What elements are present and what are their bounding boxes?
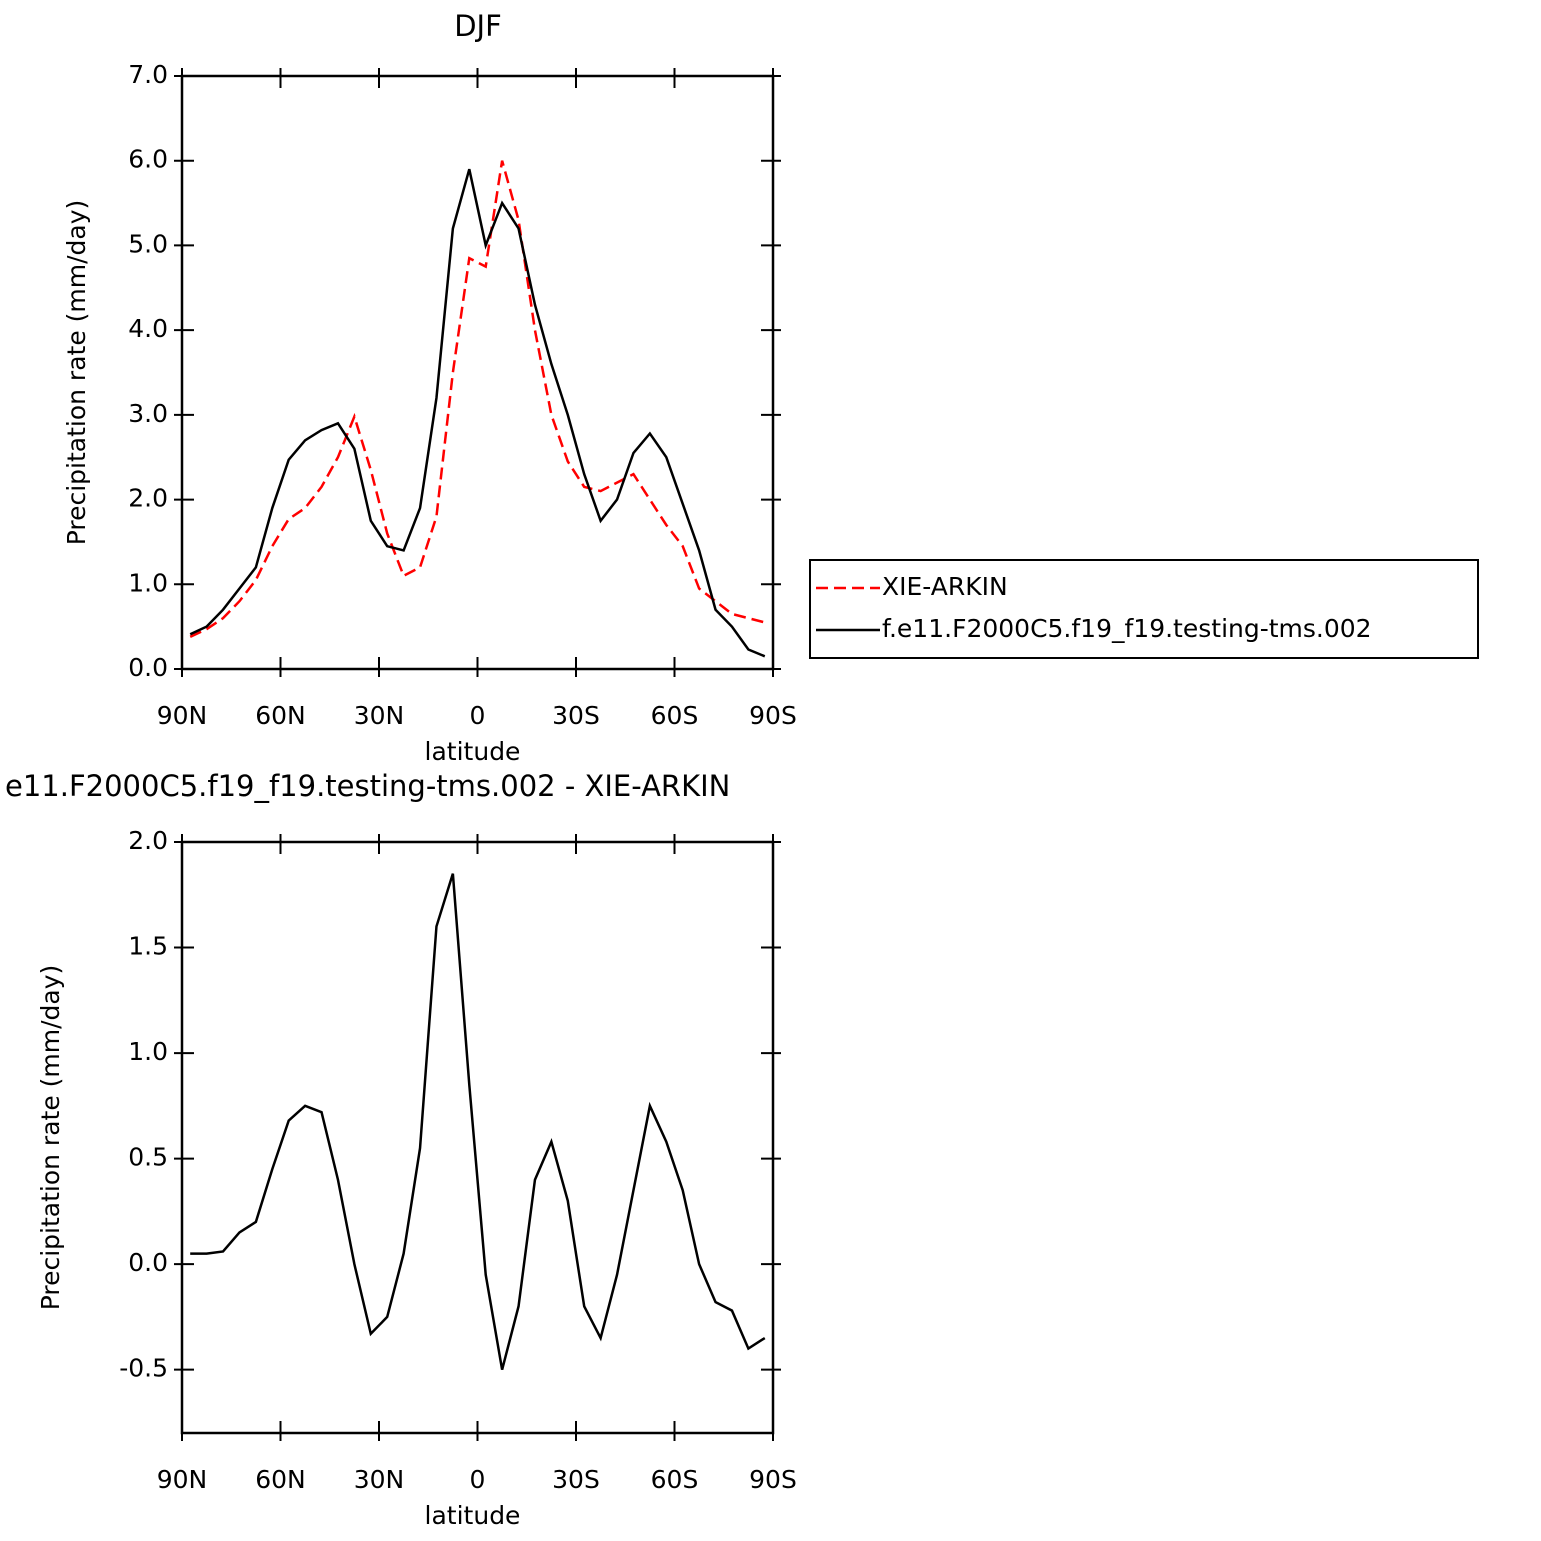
chart-title: DJF: [454, 9, 502, 43]
plot-frame: [180, 840, 775, 1435]
y-tick-label: 0.5: [128, 1143, 168, 1172]
y-tick-label: 7.0: [128, 60, 168, 89]
data-line: [189, 168, 766, 658]
x-tick-label: 90S: [749, 1465, 797, 1494]
x-tick-label: 30N: [354, 701, 405, 730]
y-tick-label: 3.0: [128, 399, 168, 428]
y-tick-label: 1.5: [128, 932, 168, 961]
y-tick-label: 1.0: [128, 1037, 168, 1066]
y-tick-label: 2.0: [128, 484, 168, 513]
chart-title: e11.F2000C5.f19_f19.testing-tms.002 - XI…: [5, 769, 730, 803]
y-axis-label: Precipitation rate (mm/day): [36, 965, 65, 1311]
y-tick-label: 1.0: [128, 568, 168, 597]
x-tick-label: 90N: [157, 1465, 208, 1494]
plot-frame: [180, 74, 775, 671]
x-tick-label: 60S: [651, 701, 699, 730]
x-axis-label: latitude: [425, 737, 521, 766]
y-tick-label: -0.5: [119, 1354, 168, 1383]
y-tick-label: 0.0: [128, 1248, 168, 1277]
y-tick-label: 4.0: [128, 314, 168, 343]
x-tick-label: 60N: [255, 1465, 306, 1494]
y-tick-label: 5.0: [128, 229, 168, 258]
legend-label: XIE-ARKIN: [882, 572, 1008, 601]
y-tick-label: 6.0: [128, 145, 168, 174]
x-tick-label: 30S: [552, 1465, 600, 1494]
x-tick-label: 90N: [157, 701, 208, 730]
legend-box: [809, 559, 1479, 659]
x-tick-label: 30S: [552, 701, 600, 730]
legend-label: f.e11.F2000C5.f19_f19.testing-tms.002: [882, 614, 1372, 643]
y-tick-label: 0.0: [128, 653, 168, 682]
x-tick-label: 0: [470, 701, 486, 730]
x-tick-label: 90S: [749, 701, 797, 730]
x-tick-label: 30N: [354, 1465, 405, 1494]
y-axis-label: Precipitation rate (mm/day): [62, 200, 91, 546]
x-tick-label: 0: [470, 1465, 486, 1494]
x-tick-label: 60N: [255, 701, 306, 730]
x-tick-label: 60S: [651, 1465, 699, 1494]
x-axis-label: latitude: [425, 1501, 521, 1530]
y-tick-label: 2.0: [128, 826, 168, 855]
data-line: [190, 873, 766, 1370]
data-line: [189, 160, 766, 638]
